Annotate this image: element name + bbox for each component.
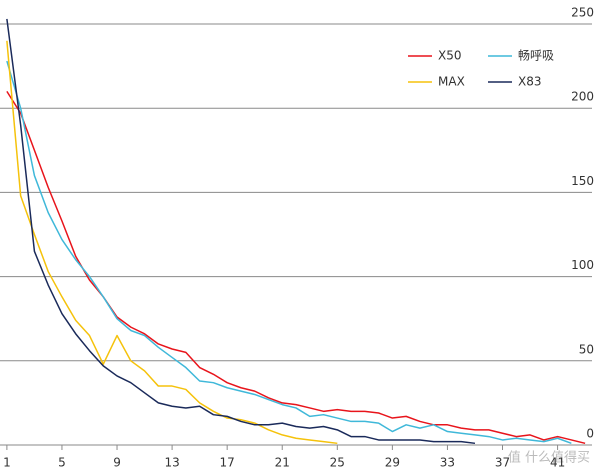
x-tick-label: 21 [275, 456, 290, 470]
legend-label: X83 [518, 75, 542, 89]
y-tick-label: 200 [571, 90, 594, 104]
y-tick-label: 50 [579, 342, 594, 356]
x-tick-label: 5 [58, 456, 66, 470]
x-tick-label: 17 [220, 456, 235, 470]
series-line [6, 18, 476, 445]
x-tick-label: 37 [495, 456, 510, 470]
x-tick-label: 9 [113, 456, 121, 470]
y-tick-label: 150 [571, 174, 594, 188]
x-tick-label: 1 [3, 456, 11, 470]
x-tick-label: 41 [550, 456, 565, 470]
x-tick-label: 29 [385, 456, 400, 470]
y-tick-label: 250 [571, 6, 594, 20]
watermark: 值 什么值得买 [508, 450, 590, 466]
series-line [6, 40, 338, 445]
x-tick-label: 13 [164, 456, 179, 470]
x-tick-label: 33 [440, 456, 455, 470]
y-tick-label: 0 [586, 427, 594, 441]
series-line [6, 90, 586, 445]
y-tick-label: 100 [571, 258, 594, 272]
legend-label: 畅呼吸 [518, 49, 554, 63]
legend-label: X50 [438, 49, 462, 63]
x-tick-label: 25 [330, 456, 345, 470]
legend-label: MAX [438, 75, 465, 89]
series-line [6, 60, 572, 445]
